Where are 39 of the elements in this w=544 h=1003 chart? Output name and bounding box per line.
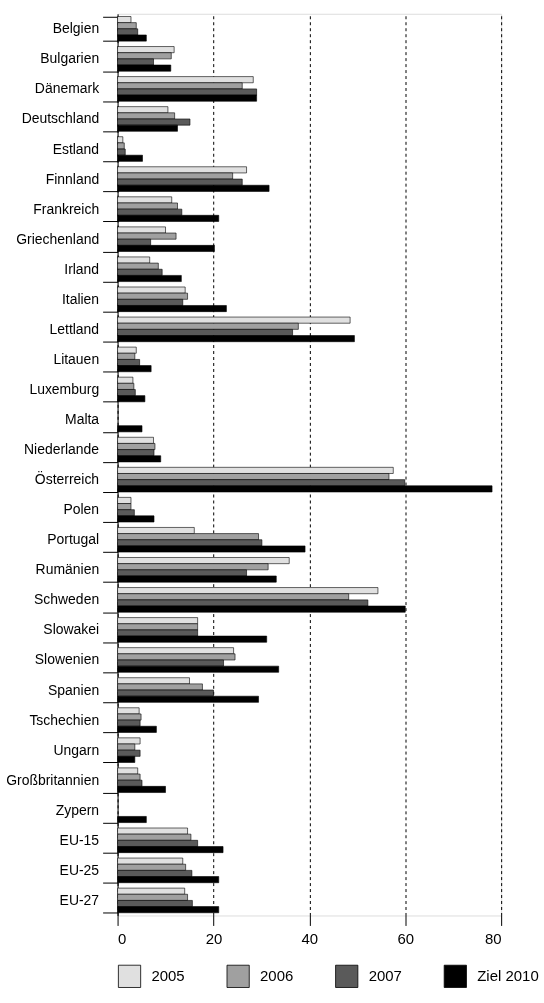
legend-label: Ziel 2010 [477, 967, 539, 985]
x-tick-label: 60 [397, 929, 415, 947]
y-tick-label: Estland [52, 140, 100, 157]
y-tick-label: Portugal [47, 531, 100, 548]
x-tick-label: 0 [118, 929, 127, 947]
y-tick-label: Tschechien [29, 711, 100, 728]
y-tick-label: Großbritannien [6, 771, 100, 788]
y-tick-label: Polen [63, 501, 100, 518]
y-tick-label: Italien [61, 290, 100, 307]
y-tick-label: Schweden [34, 591, 100, 608]
x-tick-label: 20 [205, 929, 223, 947]
y-tick-label: EU-27 [59, 891, 100, 908]
y-tick-label: Luxemburg [29, 380, 100, 397]
y-tick-label: Irland [64, 260, 100, 277]
y-tick-label: Finnland [45, 170, 100, 187]
x-tick-label: 80 [485, 929, 502, 947]
y-tick-label: Griechenland [16, 230, 100, 247]
y-tick-label: Slowenien [34, 651, 100, 668]
y-tick-label: Litauen [53, 350, 100, 367]
y-tick-label: Belgien [52, 20, 100, 37]
y-tick-label: Deutschland [21, 110, 100, 127]
y-tick-label: Spanien [47, 681, 100, 698]
y-tick-label: Lettland [49, 320, 100, 337]
y-tick-label: Malta [65, 411, 100, 428]
y-tick-label: Rumänien [35, 561, 100, 578]
y-tick-label: Niederlande [23, 441, 100, 458]
y-tick-label: Zypern [55, 801, 100, 818]
legend-label: 2005 [151, 967, 185, 985]
y-tick-label: Frankreich [33, 200, 100, 217]
y-tick-label: EU-25 [59, 861, 100, 878]
legend-label: 2006 [260, 967, 294, 985]
y-tick-label: Dänemark [34, 80, 100, 97]
y-tick-label: Österreich [34, 470, 100, 488]
y-tick-label: EU-15 [59, 831, 100, 848]
y-tick-label: Bulgarien [40, 50, 100, 67]
legend-label: 2007 [368, 967, 402, 985]
y-tick-label: Slowakei [43, 621, 100, 638]
y-tick-label: Ungarn [53, 741, 100, 758]
x-tick-label: 40 [301, 929, 319, 947]
